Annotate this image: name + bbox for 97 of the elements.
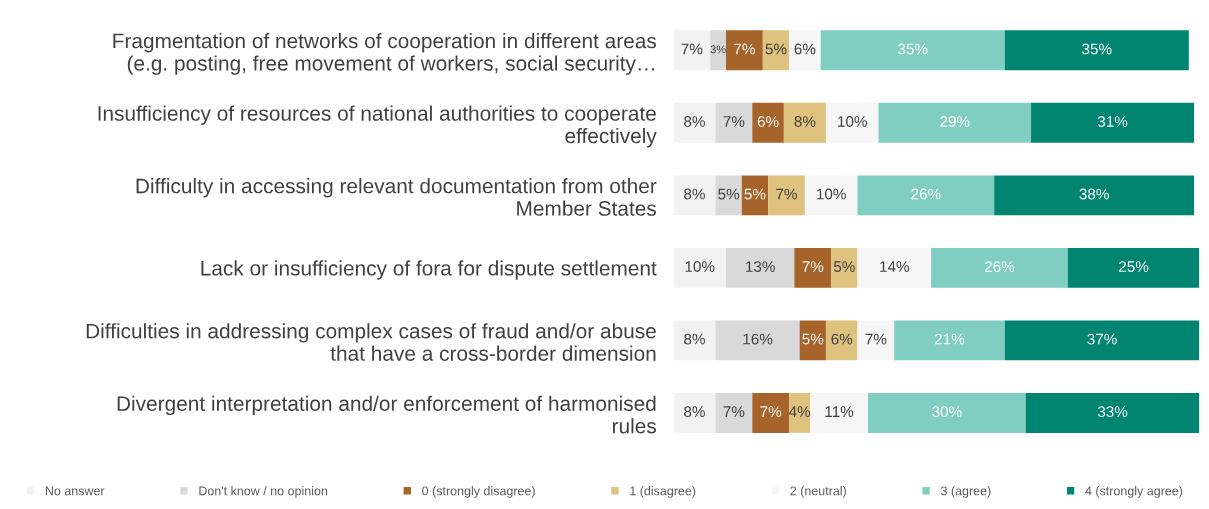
bar <box>673 102 716 143</box>
bar <box>715 102 753 143</box>
legend-label: 0 (strongly disagree) <box>422 486 535 498</box>
data-label: 8% <box>684 116 705 127</box>
data-label: 35% <box>1082 43 1112 55</box>
bar <box>825 320 858 361</box>
data-label: 7% <box>865 333 887 345</box>
data-label: 7% <box>723 116 745 127</box>
y-tick-label: Divergent interpretation and/or enforcement of harmonised rules <box>117 395 656 434</box>
bar <box>762 30 790 71</box>
bar <box>726 30 763 71</box>
data-label: 5% <box>833 261 855 272</box>
bar <box>857 175 995 216</box>
data-label: 5% <box>744 188 766 200</box>
data-label: 6% <box>757 116 779 127</box>
bar <box>799 320 826 361</box>
bar <box>1031 102 1195 143</box>
data-label: 10% <box>838 116 867 127</box>
data-label: 5% <box>718 188 740 200</box>
bar <box>789 30 821 71</box>
bar <box>1004 30 1189 71</box>
legend-label: 4 (strongly agree) <box>1085 486 1183 498</box>
data-label: 31% <box>1097 116 1128 127</box>
data-label: 3% <box>710 45 726 54</box>
data-label: 8% <box>684 333 705 345</box>
bar <box>894 320 1005 361</box>
y-tick-label: Lack or insufficiency of fora for dispute settlement <box>201 260 657 280</box>
data-label: 10% <box>817 188 846 200</box>
legend-label: No answer <box>45 486 105 496</box>
data-label: 14% <box>880 261 910 272</box>
bar <box>825 102 879 143</box>
bar <box>994 175 1195 216</box>
data-label: 7% <box>681 43 703 55</box>
data-label: 8% <box>684 188 705 200</box>
data-label: 7% <box>723 406 745 417</box>
legend-label: Don't know / no opinion <box>199 486 328 498</box>
data-label: 10% <box>685 261 715 272</box>
data-label: 21% <box>935 333 965 345</box>
data-label: 7% <box>776 188 797 200</box>
bar <box>857 320 895 361</box>
bar <box>673 30 711 71</box>
data-label: 16% <box>743 333 773 345</box>
bar <box>868 392 1026 433</box>
y-tick-label: Difficulties in addressing complex cases of fraud and/or abuse that have a cross-border dimension <box>86 323 656 361</box>
data-label: 30% <box>932 406 962 418</box>
bar <box>768 175 805 216</box>
data-label: 33% <box>1097 406 1128 418</box>
bar <box>715 392 753 433</box>
bar <box>820 30 1005 71</box>
y-tick-label: Difficulty in accessing relevant documentation from other Member States <box>136 178 657 216</box>
bar <box>673 175 716 216</box>
bar <box>794 247 832 288</box>
bar <box>1025 392 1200 433</box>
bar <box>741 175 769 216</box>
data-label: 6% <box>794 43 816 55</box>
data-label: 13% <box>746 261 775 272</box>
bar <box>673 320 716 361</box>
bar <box>789 392 811 433</box>
data-label: 37% <box>1087 333 1117 345</box>
data-label: 5% <box>765 43 787 55</box>
legend-label: 1 (disagree) <box>630 486 696 498</box>
legend-label: 2 (neutral) <box>790 486 846 498</box>
bar <box>715 320 800 361</box>
y-tick-label: Insufficiency of resources of national authorities to cooperate effectively <box>98 105 657 148</box>
data-label: 8% <box>684 406 705 418</box>
y-tick-label: Fragmentation of networks of cooperation in different areas (e.g. posting, free movement of workers, social security… <box>113 33 657 75</box>
data-label: 26% <box>984 261 1015 272</box>
data-label: 29% <box>940 116 970 127</box>
bar <box>673 392 716 433</box>
data-label: 38% <box>1079 188 1109 200</box>
bar <box>752 102 784 143</box>
data-label: 35% <box>898 43 928 55</box>
bar <box>710 30 726 71</box>
data-label: 8% <box>794 116 816 127</box>
bar <box>1004 320 1200 361</box>
bar <box>1067 247 1200 288</box>
bar <box>857 247 932 288</box>
bar <box>831 247 858 288</box>
data-label: 6% <box>831 333 853 345</box>
bar <box>715 175 742 216</box>
data-label: 5% <box>802 333 824 345</box>
bar <box>752 392 790 433</box>
bar <box>931 247 1068 288</box>
legend-label: 3 (agree) <box>940 486 991 498</box>
data-label: 7% <box>734 43 755 55</box>
bar <box>673 247 726 288</box>
data-label: 11% <box>825 406 854 417</box>
bar <box>878 102 1032 143</box>
data-label: 7% <box>760 406 782 417</box>
bar <box>726 247 795 288</box>
bar <box>783 102 826 143</box>
data-label: 25% <box>1119 261 1149 272</box>
bar <box>804 175 858 216</box>
data-label: 26% <box>911 188 941 200</box>
data-label: 7% <box>802 261 824 272</box>
bar <box>810 392 868 433</box>
data-label: 4% <box>788 406 811 417</box>
